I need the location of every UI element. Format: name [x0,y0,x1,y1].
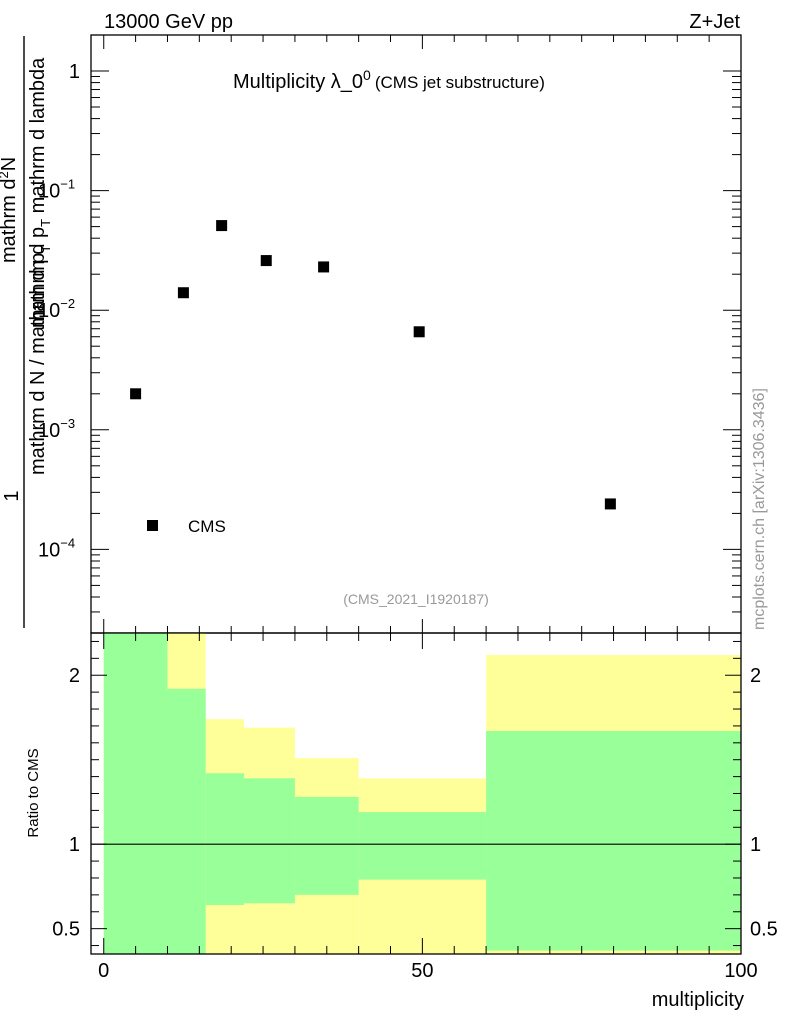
ratio-y-tick-labels: 0.5 0.5 1 1 2 2 [52,665,778,940]
main-y-tick-label: 10−4 [38,535,75,561]
energy-label: 13000 GeV pp [104,11,233,33]
watermark: mcplots.cern.ch [arXiv:1306.3436] [751,388,768,630]
main-y-axis-label: 1 mathrm d N / mathrm d pT mathrm d2N ma… [0,36,53,628]
data-markers [130,220,616,510]
process-label: Z+Jet [689,11,740,33]
ylabel-bottom: mathrm d N / mathrm d pT [27,245,53,475]
ratio-band-inner [294,796,359,895]
data-point [216,220,228,232]
main-y-tick-label: 10−3 [38,416,75,442]
data-point [318,261,330,273]
main-y-tick-label: 1 [69,61,80,83]
ratio-band-inner [103,633,168,954]
main-axis-ticks [91,34,742,634]
ratio-band-inner [205,773,244,906]
ratio-y-tick-label-right: 2 [750,665,761,687]
x-tick-label: 100 [724,960,757,982]
ratio-y-axis-label: Ratio to CMS [25,748,42,837]
ratio-bands [103,633,741,954]
ylabel-numerator: mathrm d2N [0,157,20,263]
ratio-band-inner [243,778,295,904]
ylabel-denominator: mathrm d pT mathrm d lambda [27,57,53,328]
main-y-tick-labels: 1 10−1 10−2 10−3 10−4 [38,61,80,561]
data-point [130,388,142,400]
legend-marker-cms [147,520,158,531]
ratio-axis-ticks [91,633,742,954]
data-point [413,326,425,338]
main-y-tick-label: 10−1 [38,177,75,203]
x-tick-labels: 0 50 100 [98,960,758,982]
ratio-y-tick-label: 2 [69,665,80,687]
data-point [260,255,272,267]
analysis-id: (CMS_2021_I1920187) [343,591,489,607]
x-tick-label: 50 [411,960,433,982]
ratio-y-tick-label: 1 [69,834,80,856]
data-point [177,287,189,299]
ylabel-one: 1 [1,490,23,501]
legend-label-cms: CMS [188,517,226,536]
ratio-y-tick-label-right: 0.5 [750,919,778,941]
x-axis-label: multiplicity [652,989,744,1011]
ratio-y-tick-label-right: 1 [750,834,761,856]
main-y-tick-label: 10−2 [38,296,75,322]
ratio-band-inner [486,730,741,951]
data-point [604,498,616,510]
ratio-y-tick-label: 0.5 [52,919,80,941]
ratio-band-inner [167,688,206,954]
x-tick-label: 0 [98,960,109,982]
plot-title: Multiplicity λ_00 (CMS jet substructure) [233,67,545,93]
ratio-band-inner [358,812,487,880]
